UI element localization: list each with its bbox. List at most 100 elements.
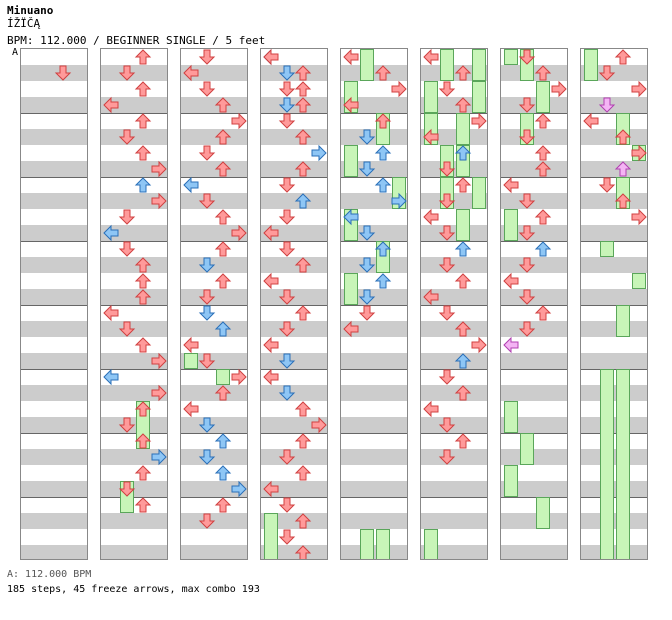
left-arrow-icon	[183, 400, 199, 418]
measure-line	[341, 497, 407, 498]
measure-line	[341, 177, 407, 178]
beat-band	[101, 353, 167, 369]
freeze-arrow	[360, 49, 374, 81]
beat-band	[21, 481, 87, 497]
beat-band	[501, 65, 567, 81]
freeze-arrow	[536, 497, 550, 529]
freeze-arrow	[424, 81, 438, 113]
up-arrow-icon	[134, 497, 152, 513]
freeze-arrow	[472, 49, 486, 81]
left-arrow-icon	[103, 96, 119, 114]
freeze-arrow	[216, 369, 230, 385]
beat-band	[261, 161, 327, 177]
left-arrow-icon	[343, 320, 359, 338]
up-arrow-icon	[214, 385, 232, 401]
measure-line	[101, 369, 167, 370]
beat-band	[261, 193, 327, 209]
beat-band	[341, 513, 407, 529]
measure-line	[181, 369, 247, 370]
right-arrow-icon	[151, 160, 167, 178]
beat-band	[261, 257, 327, 273]
down-arrow-icon	[198, 449, 216, 465]
beat-band	[581, 385, 647, 401]
up-arrow-icon	[454, 433, 472, 449]
beat-band	[101, 225, 167, 241]
beat-band	[101, 513, 167, 529]
beat-band	[421, 289, 487, 305]
left-arrow-icon	[263, 224, 279, 242]
measure-line	[581, 241, 647, 242]
down-arrow-icon	[198, 257, 216, 273]
left-arrow-icon	[343, 49, 359, 66]
left-arrow-icon	[263, 49, 279, 66]
beat-band	[341, 385, 407, 401]
down-arrow-icon	[358, 305, 376, 321]
beat-band	[101, 257, 167, 273]
beat-band	[501, 353, 567, 369]
chart-column-6	[420, 48, 488, 560]
beat-band	[101, 289, 167, 305]
up-arrow-icon	[214, 241, 232, 257]
beat-band	[501, 449, 567, 465]
right-arrow-icon	[151, 192, 167, 210]
chart-column-3	[180, 48, 248, 560]
left-arrow-icon	[423, 400, 439, 418]
up-arrow-icon	[214, 433, 232, 449]
chart-stats: 185 steps, 45 freeze arrows, max combo 1…	[7, 584, 260, 595]
right-arrow-icon	[231, 112, 247, 130]
beat-band	[181, 97, 247, 113]
measure-line	[501, 241, 567, 242]
left-arrow-icon	[263, 272, 279, 290]
down-arrow-icon	[198, 417, 216, 433]
down-arrow-icon	[598, 97, 616, 113]
measure-line	[181, 113, 247, 114]
measure-line	[21, 177, 87, 178]
up-arrow-icon	[614, 49, 632, 65]
down-arrow-icon	[278, 289, 296, 305]
measure-line	[101, 177, 167, 178]
right-arrow-icon	[151, 352, 167, 370]
down-arrow-icon	[358, 129, 376, 145]
right-arrow-icon	[631, 80, 647, 98]
freeze-arrow	[184, 353, 198, 369]
right-arrow-icon	[231, 368, 247, 386]
down-arrow-icon	[438, 225, 456, 241]
measure-line	[261, 113, 327, 114]
beat-band	[501, 545, 567, 559]
measure-line	[501, 113, 567, 114]
beat-band	[581, 257, 647, 273]
left-arrow-icon	[183, 336, 199, 354]
freeze-arrow	[632, 273, 646, 289]
down-arrow-icon	[358, 161, 376, 177]
up-arrow-icon	[614, 161, 632, 177]
chart-column-7	[500, 48, 568, 560]
beat-band	[101, 545, 167, 559]
beat-band	[21, 161, 87, 177]
freeze-arrow	[584, 49, 598, 81]
up-arrow-icon	[294, 161, 312, 177]
down-arrow-icon	[438, 257, 456, 273]
beat-band	[421, 353, 487, 369]
beat-band	[101, 97, 167, 113]
left-arrow-icon	[503, 272, 519, 290]
measure-line	[421, 369, 487, 370]
bpm-legend: A: 112.000 BPM	[7, 569, 92, 580]
up-arrow-icon	[134, 113, 152, 129]
up-arrow-icon	[214, 321, 232, 337]
up-arrow-icon	[374, 113, 392, 129]
freeze-arrow	[456, 209, 470, 241]
beat-band	[21, 417, 87, 433]
beat-band	[581, 161, 647, 177]
up-arrow-icon	[534, 65, 552, 81]
beat-band	[181, 129, 247, 145]
down-arrow-icon	[278, 321, 296, 337]
freeze-arrow	[616, 369, 630, 559]
measure-line	[261, 433, 327, 434]
measure-line	[501, 305, 567, 306]
chart-column-4	[260, 48, 328, 560]
measure-line	[341, 305, 407, 306]
down-arrow-icon	[278, 209, 296, 225]
beat-band	[21, 225, 87, 241]
up-arrow-icon	[214, 129, 232, 145]
up-arrow-icon	[294, 465, 312, 481]
